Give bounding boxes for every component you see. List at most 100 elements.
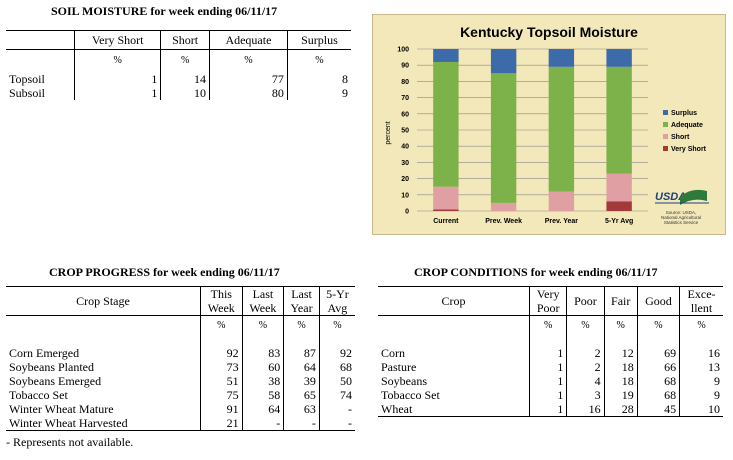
chart-y-tick-label: 60 [401,111,409,118]
chart-y-tick-label: 30 [401,160,409,167]
conditions-header-poor: Poor [566,286,605,316]
cell: 4 [566,373,605,388]
chart-legend-label: Very Short [671,146,707,153]
cell: 65 [283,387,320,402]
usda-logo-mark [680,189,707,205]
chart-bar-segment [606,173,632,202]
cell: 10 [679,401,723,416]
conditions-unit: % [528,315,567,336]
cell: 77 [208,71,288,86]
chart-legend: Surplus Adequate Short Very Short [663,110,707,153]
cell: 92 [318,345,355,360]
chart-legend-label: Short [671,134,690,141]
soil-header-adequate: Adequate [208,30,288,50]
progress-unit: % [318,315,355,336]
soil-unit: % [208,49,288,72]
cell: 16 [566,401,605,416]
header-line: Week [207,301,235,315]
chart-legend-label: Adequate [671,122,703,129]
row-label: Wheat [381,401,413,416]
chart-x-tick-label: Prev. Week [485,218,522,225]
chart-y-tick-label: 70 [401,95,409,102]
cell: 51 [200,373,243,388]
progress-unit-row: % % % % [6,315,355,336]
cell: 64 [241,401,284,416]
soil-header-row: Very Short Short Adequate Surplus [6,30,351,50]
cell: 39 [283,373,320,388]
header-line: 5-Yr [326,287,349,301]
table-row: Soybeans 1 4 18 68 9 [378,373,723,388]
soil-unit: % [73,49,161,72]
spacer-cell [528,335,567,346]
cell: 63 [283,401,320,416]
row-label: Winter Wheat Mature [9,401,114,416]
cell: 91 [200,401,243,416]
cell: 1 [73,71,161,86]
cell: 3 [566,387,605,402]
cell: 21 [200,415,243,430]
soil-row-subsoil: Subsoil 1 10 80 9 [6,85,351,100]
progress-footnote: - Represents not available. [6,435,134,449]
conditions-header-very-poor: Very Poor [528,286,567,316]
soil-unit: % [286,49,351,72]
cell: 8 [286,71,351,86]
crop-conditions-title: CROP CONDITIONS for week ending 06/11/17 [414,265,658,279]
row-label: Corn [381,345,405,360]
chart-bar-segment [548,66,575,192]
row-label: Topsoil [9,71,45,86]
cell: 68 [636,387,680,402]
soil-header-very-short: Very Short [73,30,161,50]
header-line: Poor [536,301,560,315]
progress-unit: % [241,315,284,336]
conditions-header-excellent: Exce-llent [679,286,723,316]
conditions-header-row: Crop Very Poor Poor Fair Good Exce-llent [378,286,723,316]
cell: 58 [241,387,284,402]
conditions-header-crop: Crop [378,286,530,316]
cell: 1 [528,387,567,402]
cell: - [318,415,355,430]
header-line: Year [290,301,313,315]
cell: - [241,415,284,430]
cell: 69 [636,345,680,360]
crop-progress-title: CROP PROGRESS for week ending 06/11/17 [49,265,280,279]
header-line: This [210,287,232,301]
source-line-3: Statistics Service [664,220,699,225]
row-label: Subsoil [9,85,46,100]
row-label: Tobacco Set [381,387,440,402]
row-label: Corn Emerged [9,345,80,360]
spacer-cell [679,335,723,346]
cell: 60 [241,359,284,374]
cell: 19 [603,387,638,402]
conditions-unit-blank [378,316,530,336]
chart-bar-segment [490,73,517,203]
soil-moisture-title: SOIL MOISTURE for week ending 06/11/17 [51,4,278,18]
topsoil-moisture-chart: Kentucky Topsoil Moisture percent 0 10 20 3… [372,14,726,235]
conditions-unit: % [603,315,638,336]
progress-header-last-year: Last Year [283,286,320,316]
cell: 74 [318,387,355,402]
soil-unit-blank [6,50,75,72]
cell: 73 [200,359,243,374]
cell: 68 [636,373,680,388]
row-label: Soybeans Planted [9,359,94,374]
progress-header-crop-stage: Crop Stage [6,286,201,316]
conditions-header-fair: Fair [603,286,638,316]
cell: 80 [208,85,288,100]
header-line: Avg [327,301,348,315]
header-line: Very [536,287,560,301]
cell: 45 [636,401,680,416]
row-label: Tobacco Set [9,387,68,402]
chart-bar-segment [433,49,459,62]
table-row: Pasture 1 2 18 66 13 [378,359,723,374]
cell: 13 [679,359,723,374]
soil-moisture-table: Very Short Short Adequate Surplus % % % … [6,30,351,100]
progress-spacer [6,335,355,346]
usda-logo: USDA [655,189,709,205]
source-line-1: Source: USDA, [666,210,697,215]
chart-y-tick-label: 0 [405,209,409,216]
table-row: Wheat 1 16 28 45 10 [378,401,723,416]
cell: 9 [679,373,723,388]
cell: 16 [679,345,723,360]
cell: 64 [283,359,320,374]
cell: - [318,401,355,416]
